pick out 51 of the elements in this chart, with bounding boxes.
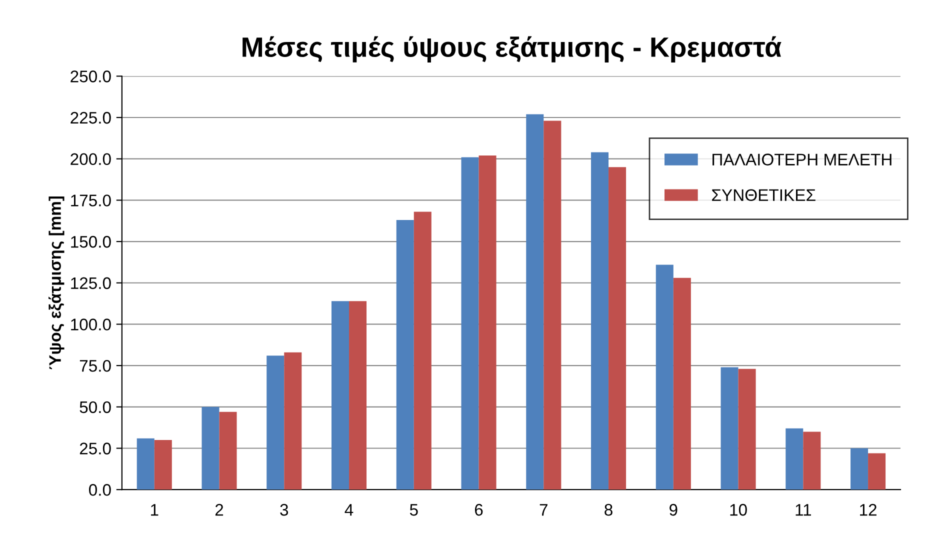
bar <box>202 406 220 490</box>
bar <box>266 356 284 490</box>
y-tick-label: 175.0 <box>71 194 111 206</box>
bar <box>349 301 367 490</box>
x-tick-label: 11 <box>796 504 812 516</box>
y-axis-title: Ύψος εξάτμισης [mm] <box>48 196 64 370</box>
y-tick-label: 125.0 <box>71 277 111 290</box>
y-tick-label: 0.0 <box>89 484 111 496</box>
bar <box>608 167 626 490</box>
bar <box>526 114 544 490</box>
x-tick-label: 3 <box>280 504 288 516</box>
x-tick-label: 9 <box>670 504 678 516</box>
x-tick-label: 7 <box>540 504 548 516</box>
bar <box>591 152 609 490</box>
x-tick-label: 6 <box>474 504 483 516</box>
y-tick-label: 250.0 <box>70 70 111 82</box>
bar <box>331 301 350 490</box>
bar <box>396 220 414 490</box>
legend-label: ΠΑΛΑΙΟΤΕΡΗ ΜΕΛΕΤΗ <box>712 154 892 166</box>
y-tick-label: 50.0 <box>80 401 111 414</box>
bar <box>478 156 496 490</box>
bar <box>868 453 886 490</box>
bar <box>673 278 691 490</box>
bar <box>414 212 432 490</box>
bar <box>219 412 237 490</box>
bar <box>656 264 674 490</box>
bar <box>284 352 302 490</box>
x-tick-label: 4 <box>344 504 354 516</box>
y-tick-label: 200.0 <box>70 153 111 166</box>
y-tick-label: 75.0 <box>80 360 111 372</box>
x-tick-label: 12 <box>860 504 876 516</box>
x-tick-label: 8 <box>604 504 612 516</box>
x-tick-label: 10 <box>730 504 747 516</box>
bar <box>544 120 562 490</box>
bar <box>786 428 804 490</box>
bar <box>850 448 868 490</box>
x-tick-label: 5 <box>410 504 418 516</box>
x-tick-label: 2 <box>215 504 224 516</box>
bar <box>461 157 479 490</box>
y-tick-label: 25.0 <box>80 442 111 454</box>
bar <box>803 432 821 490</box>
y-tick-label: 225.0 <box>70 112 111 124</box>
x-tick-label: 1 <box>151 504 158 516</box>
bar <box>136 438 154 490</box>
bar <box>738 368 756 490</box>
bar <box>720 367 738 490</box>
legend-label: ΣΥΝΘΕΤΙΚΕΣ <box>712 189 816 202</box>
bar <box>154 440 172 490</box>
y-tick-label: 150.0 <box>71 236 111 248</box>
y-tick-label: 100.0 <box>71 318 111 330</box>
chart-title: Μέσες τιμές ύψους εξάτμισης - Κρεμαστά <box>242 36 782 62</box>
